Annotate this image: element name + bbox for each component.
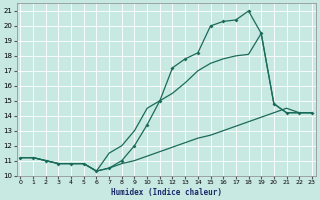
X-axis label: Humidex (Indice chaleur): Humidex (Indice chaleur) <box>111 188 222 197</box>
